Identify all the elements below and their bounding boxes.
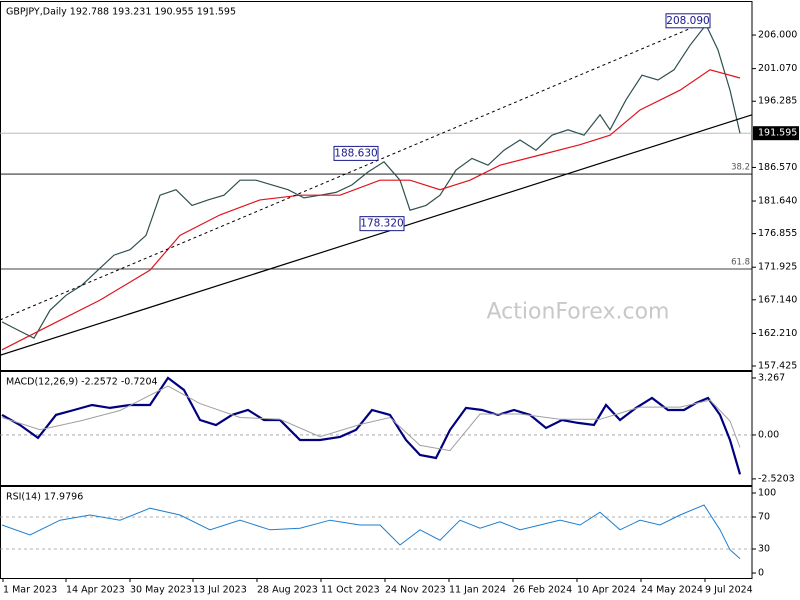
series-line	[1, 376, 742, 475]
x-tick-label: 24 May 2024	[641, 585, 703, 596]
x-tick-label: 30 May 2023	[130, 585, 192, 596]
y-tick-label: -2.5203	[758, 473, 795, 484]
annotation-label: 178.320	[360, 218, 403, 230]
x-tick-label: 14 Apr 2023	[66, 585, 125, 596]
x-tick-label: 26 Feb 2024	[513, 585, 572, 596]
annotation-label: 188.630	[334, 147, 377, 159]
watermark: ActionForex.com	[487, 299, 670, 324]
panel-frame	[0, 371, 753, 486]
last-price-label: 191.595	[758, 128, 797, 139]
series-line	[0, 19, 711, 321]
x-tick-label: 10 Apr 2024	[577, 585, 636, 596]
y-tick-label: 157.425	[758, 361, 797, 372]
y-tick-label: 201.070	[758, 63, 797, 74]
x-tick-label: 9 Jul 2024	[705, 585, 753, 596]
y-tick-label: 176.855	[758, 228, 797, 239]
x-tick-label: 11 Oct 2023	[321, 585, 380, 596]
annotation-box	[333, 145, 379, 161]
x-tick-label: 11 Jan 2024	[449, 585, 506, 596]
x-tick-label: 13 Jul 2023	[193, 585, 247, 596]
annotation-label: 208.090	[666, 15, 709, 27]
series-line	[1, 69, 741, 351]
series-line	[1, 504, 741, 559]
y-tick-label: 171.925	[758, 262, 797, 273]
y-tick-label: 181.640	[758, 196, 797, 207]
x-tick-label: 28 Aug 2023	[257, 585, 318, 596]
panel-title: GBPJPY,Daily 192.788 193.231 190.955 191…	[6, 7, 236, 18]
y-tick-label: 0	[758, 568, 764, 579]
annotation-box	[359, 216, 405, 232]
y-tick-label: 3.267	[758, 372, 785, 383]
last-price-box	[753, 126, 799, 141]
panel-frame	[0, 486, 753, 579]
panel-title: MACD(12,26,9) -2.2572 -0.7204	[6, 377, 158, 388]
annotation-box	[665, 13, 711, 29]
series-line	[1, 23, 741, 339]
y-tick-label: 186.570	[758, 162, 797, 173]
y-tick-label: 70	[758, 512, 770, 523]
y-tick-label: 100	[758, 488, 776, 499]
panel-title: RSI(14) 17.9796	[6, 492, 83, 503]
y-tick-label: 30	[758, 544, 770, 555]
series-line	[1, 385, 741, 452]
x-tick-label: 1 Mar 2023	[3, 585, 57, 596]
y-tick-label: 196.285	[758, 96, 797, 107]
panel-frame	[0, 1, 753, 371]
x-tick-label: 24 Nov 2023	[385, 585, 446, 596]
series-line	[0, 114, 753, 356]
y-tick-label: 167.140	[758, 294, 797, 305]
y-tick-label: 0.00	[758, 429, 779, 440]
level-label: 61.8	[731, 258, 750, 268]
level-label: 38.2	[731, 163, 750, 173]
y-tick-label: 162.210	[758, 328, 797, 339]
y-tick-label: 206.000	[758, 30, 797, 41]
